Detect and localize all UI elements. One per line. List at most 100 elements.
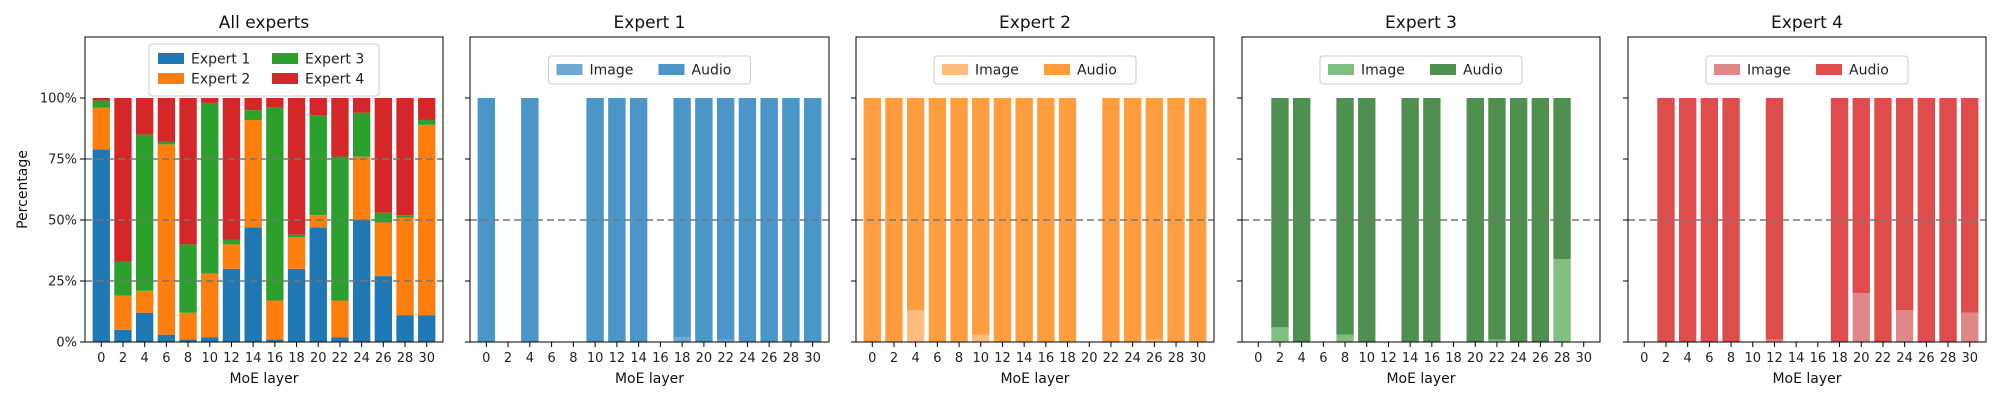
bar-expert-3-layer-22	[331, 156, 349, 301]
bar-expert-3-layer-4	[135, 134, 154, 291]
chart-title: Expert 3	[1385, 13, 1457, 33]
x-axis-label: MoE layer	[229, 371, 298, 387]
bar-expert-2-layer-26	[374, 222, 393, 277]
x-tick-label: 22	[1875, 351, 1892, 366]
bar-audio-layer-18	[673, 98, 691, 338]
legend-label: Expert 3	[305, 52, 364, 68]
x-tick-label: 18	[1445, 351, 1462, 366]
x-tick-label: 12	[1766, 351, 1783, 366]
bar-expert-4-layer-22	[331, 98, 349, 157]
x-tick-label: 22	[1103, 351, 1120, 366]
bar-image-layer-22	[716, 339, 735, 342]
bar-image-layer-30	[1961, 312, 1979, 342]
x-tick-label: 28	[1168, 351, 1185, 366]
x-tick-label: 20	[1853, 351, 1870, 366]
axes-frame	[1627, 36, 1987, 343]
x-tick-label: 2	[119, 351, 127, 366]
bar-expert-3-layer-10	[201, 102, 219, 274]
bar-expert-1-layer-0	[92, 149, 110, 342]
legend-label: Image	[975, 63, 1019, 79]
x-tick-label: 4	[912, 351, 920, 366]
x-tick-label: 10	[1744, 351, 1761, 366]
x-tick-label: 6	[547, 351, 555, 366]
x-tick-label: 10	[1358, 351, 1375, 366]
bar-audio-layer-30	[1961, 98, 1979, 313]
legend-label: Audio	[692, 63, 732, 79]
x-tick-label: 2	[1276, 351, 1284, 366]
x-tick-label: 2	[504, 351, 512, 366]
legend: Image Audio	[1319, 55, 1523, 85]
x-tick-label: 6	[1319, 351, 1327, 366]
x-tick-label: 2	[1662, 351, 1670, 366]
x-tick-label: 0	[868, 351, 876, 366]
legend-box	[1319, 55, 1523, 85]
x-tick-label: 28	[783, 351, 800, 366]
bar-image-layer-18	[673, 337, 691, 342]
bar-expert-2-layer-10	[201, 273, 219, 338]
x-tick-label: 18	[674, 351, 691, 366]
chart-title: Expert 1	[614, 13, 686, 33]
legend-box	[548, 55, 751, 85]
x-tick-label: 22	[1489, 351, 1506, 366]
x-axis-label: MoE layer	[1772, 371, 1841, 387]
x-tick-label: 8	[569, 351, 577, 366]
x-tick-label: 28	[397, 351, 414, 366]
chart-title: All experts	[219, 13, 310, 33]
x-tick-label: 26	[761, 351, 778, 366]
bar-expert-2-layer-2	[114, 295, 132, 330]
bar-image-layer-24	[1895, 310, 1914, 342]
bar-audio-layer-8	[1336, 98, 1354, 335]
bar-expert-1-layer-26	[374, 276, 393, 342]
bar-expert-4-layer-30	[418, 98, 436, 120]
bar-audio-layer-10	[972, 98, 990, 335]
x-tick-label: 22	[717, 351, 734, 366]
bar-expert-2-layer-18	[287, 237, 306, 269]
x-tick-label: 6	[1705, 351, 1713, 366]
x-tick-label: 8	[184, 351, 192, 366]
bar-expert-2-layer-28	[396, 217, 414, 316]
bar-expert-4-layer-28	[396, 98, 414, 216]
legend-swatch	[1044, 64, 1070, 75]
x-tick-label: 18	[1831, 351, 1848, 366]
x-tick-label: 16	[1424, 351, 1441, 366]
bar-image-layer-10	[972, 334, 990, 342]
x-tick-label: 8	[1341, 351, 1349, 366]
x-tick-label: 18	[288, 351, 305, 366]
y-tick-label: 50%	[48, 214, 77, 229]
x-tick-label: 10	[587, 351, 604, 366]
x-tick-label: 4	[141, 351, 149, 366]
bar-expert-1-layer-30	[418, 315, 436, 342]
chart-title: Expert 2	[999, 13, 1071, 33]
y-tick-label: 0%	[56, 336, 77, 351]
x-tick-label: 14	[630, 351, 647, 366]
bar-expert-3-layer-6	[157, 141, 176, 145]
x-tick-label: 26	[1532, 351, 1549, 366]
x-tick-label: 30	[1575, 351, 1592, 366]
bar-expert-3-layer-26	[374, 212, 393, 223]
y-tick-label: 100%	[40, 92, 77, 107]
bar-expert-1-layer-12	[222, 268, 241, 342]
x-tick-label: 6	[162, 351, 170, 366]
x-tick-label: 0	[1640, 351, 1648, 366]
bar-image-layer-2	[1271, 327, 1289, 342]
bar-expert-1-layer-6	[157, 334, 176, 342]
x-tick-label: 16	[1810, 351, 1827, 366]
x-tick-label: 0	[1254, 351, 1262, 366]
bar-expert-1-layer-2	[114, 329, 132, 342]
bar-expert-3-layer-30	[418, 119, 436, 125]
legend-swatch	[1430, 64, 1456, 75]
bar-expert-4-layer-20	[309, 98, 327, 116]
x-tick-label: 10	[201, 351, 218, 366]
x-tick-label: 20	[1467, 351, 1484, 366]
legend-label: Image	[590, 63, 634, 79]
legend-label: Expert 1	[191, 52, 250, 68]
bar-expert-2-layer-12	[222, 244, 241, 269]
bar-expert-2-layer-4	[135, 290, 154, 313]
bar-image-layer-28	[1553, 259, 1571, 342]
bar-expert-4-layer-16	[266, 98, 284, 108]
legend: Expert 1 Expert 2 Expert 3 Expert 4	[148, 43, 380, 97]
x-tick-label: 28	[1940, 351, 1957, 366]
